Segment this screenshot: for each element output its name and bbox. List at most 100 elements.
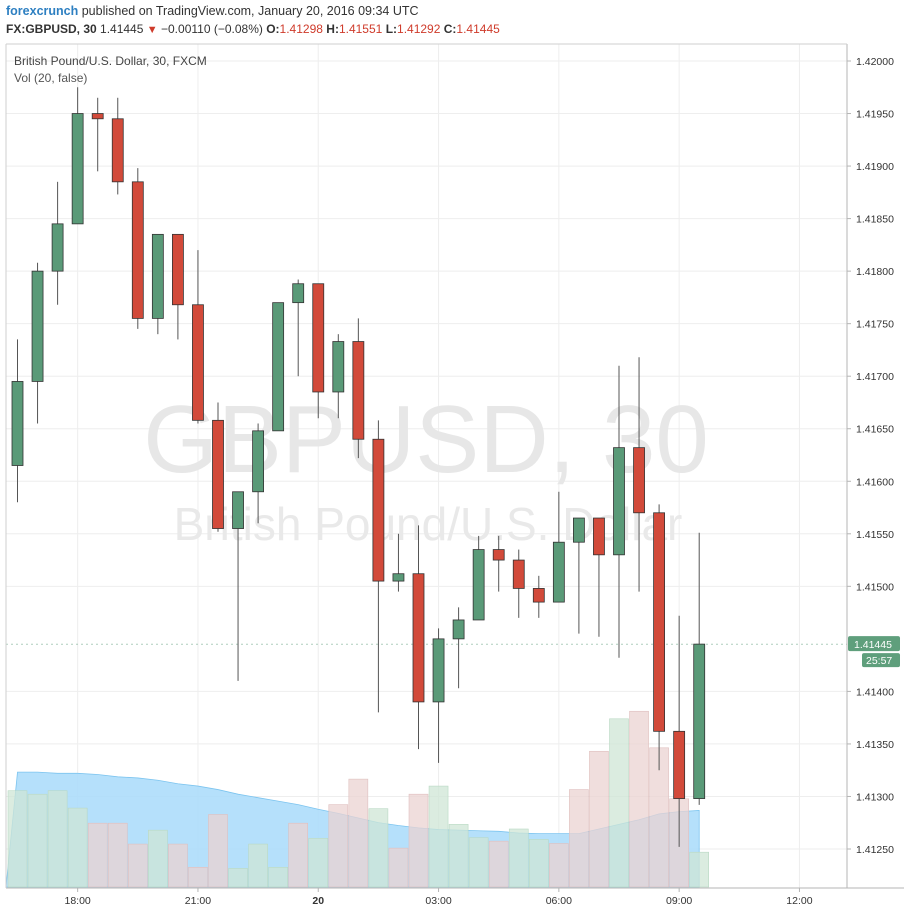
candle[interactable] <box>111 97 124 195</box>
x-tick-label: 18:00 <box>65 895 91 907</box>
volume-bar <box>27 793 48 888</box>
volume-bar <box>448 824 469 888</box>
header-bar: forexcrunch published on TradingView.com… <box>0 0 904 40</box>
price-axis[interactable]: 1.42000 1.41950 1.41900 1.41850 1.41800 1.417… <box>847 56 894 856</box>
volume-bar <box>248 843 268 888</box>
candle[interactable] <box>272 302 285 432</box>
candle-body-down <box>212 419 224 529</box>
candle[interactable] <box>452 607 465 689</box>
candle-body-up <box>11 381 24 466</box>
ohlc-line: FX:GBPUSD, 30 1.41445 ▼ −0.00110 (−0.08%… <box>6 22 500 36</box>
volume-bar <box>228 868 248 888</box>
candle-body-up <box>613 447 625 556</box>
y-tick-label: 1.41850 <box>856 214 894 226</box>
candle[interactable] <box>332 334 345 419</box>
candle[interactable] <box>192 250 204 424</box>
candle[interactable] <box>653 504 665 771</box>
open-value: 1.41298 <box>279 22 323 36</box>
candle-body-down <box>91 113 104 120</box>
volume-bar <box>268 866 288 888</box>
symbol-label: FX:GBPUSD, 30 <box>6 22 97 36</box>
x-tick-label: 21:00 <box>185 895 211 907</box>
volume-bar <box>589 750 609 888</box>
low-label: L: <box>385 22 398 36</box>
y-tick-label: 1.41650 <box>856 424 894 436</box>
candle[interactable] <box>673 615 686 847</box>
candle-body-down <box>673 730 686 799</box>
candle-body-up <box>71 113 84 225</box>
candle[interactable] <box>372 420 385 713</box>
volume-bar <box>528 839 549 888</box>
candle[interactable] <box>392 533 405 592</box>
watermark-description: British Pound/U.S. Dollar <box>174 498 683 550</box>
volume-bar <box>508 828 529 888</box>
y-tick-label: 1.41300 <box>856 791 894 803</box>
candle-body-up <box>552 541 565 603</box>
candles[interactable] <box>11 87 706 847</box>
candle[interactable] <box>552 491 565 603</box>
y-tick-label: 1.41900 <box>856 161 894 173</box>
candle-body-up <box>432 638 445 703</box>
candle[interactable] <box>432 628 445 763</box>
candle-body-up <box>232 491 244 529</box>
candle[interactable] <box>312 283 325 419</box>
candle[interactable] <box>492 535 505 592</box>
y-tick-label: 1.41400 <box>856 686 894 698</box>
volume-bars <box>7 710 710 888</box>
candle[interactable] <box>512 549 525 618</box>
candle[interactable] <box>412 525 425 750</box>
y-tick-label: 1.41550 <box>856 529 894 541</box>
candle[interactable] <box>51 181 64 305</box>
candle[interactable] <box>593 517 605 637</box>
high-label: H: <box>326 22 339 36</box>
legend-volume: Vol (20, false) <box>14 71 87 85</box>
candle-body-up <box>472 549 485 621</box>
volume-bar <box>67 807 88 888</box>
candle-body-up <box>573 517 585 543</box>
candle[interactable] <box>151 233 164 335</box>
candle-body-down <box>111 118 124 183</box>
y-tick-label: 1.41350 <box>856 739 894 751</box>
volume-bar <box>428 785 449 888</box>
y-tick-label: 1.42000 <box>856 56 894 68</box>
candle[interactable] <box>232 491 244 681</box>
candle-body-down <box>312 283 325 393</box>
candle[interactable] <box>472 535 485 621</box>
candle[interactable] <box>71 87 84 225</box>
candle-body-down <box>412 573 425 703</box>
volume-bar <box>308 837 329 888</box>
volume-bar <box>288 822 309 888</box>
candle[interactable] <box>352 318 365 459</box>
candle[interactable] <box>292 279 305 377</box>
candle[interactable] <box>613 365 625 658</box>
publish-line: forexcrunch published on TradingView.com… <box>6 4 419 18</box>
candle-body-down <box>653 512 665 732</box>
candle[interactable] <box>532 575 545 618</box>
author-link[interactable]: forexcrunch <box>6 4 79 18</box>
candle-body-up <box>452 619 465 640</box>
candle[interactable] <box>11 339 24 503</box>
candle-body-up <box>151 233 164 319</box>
candle-body-up <box>292 283 305 304</box>
candle[interactable] <box>633 357 645 592</box>
candle[interactable] <box>252 423 265 524</box>
candle-body-down <box>532 588 545 603</box>
time-axis[interactable]: 18:00 21:00 20 03:00 06:00 09:00 12:00 <box>65 888 813 907</box>
candle[interactable] <box>131 168 144 329</box>
candle-body-down <box>372 438 385 582</box>
volume-bar <box>629 710 649 888</box>
volume-bar <box>569 789 589 888</box>
volume-bar <box>107 822 128 888</box>
y-tick-label: 1.41800 <box>856 266 894 278</box>
candle-body-up <box>31 270 44 382</box>
price-chart[interactable]: GBPUSD, 30 British Pound/U.S. Dollar 1.4… <box>0 40 904 915</box>
candle[interactable] <box>31 262 44 424</box>
candle[interactable] <box>91 97 104 172</box>
x-tick-label: 20 <box>312 895 324 907</box>
candle[interactable] <box>212 402 224 532</box>
volume-bar <box>128 843 148 888</box>
candle[interactable] <box>693 532 706 805</box>
close-label: C: <box>443 22 457 36</box>
candle[interactable] <box>573 517 585 634</box>
candle[interactable] <box>171 233 184 340</box>
